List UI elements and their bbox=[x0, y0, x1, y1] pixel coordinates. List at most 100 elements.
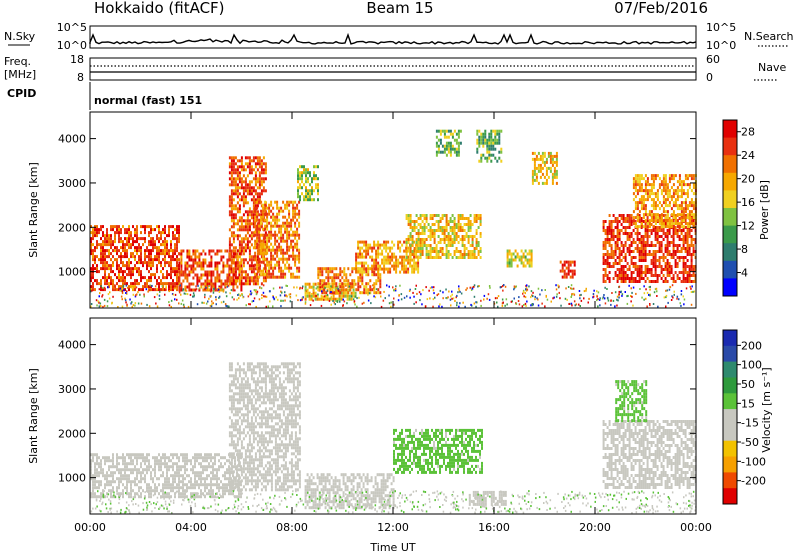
colorbar-tick-label: 15 bbox=[741, 397, 755, 410]
power-echo-region bbox=[476, 129, 503, 163]
y-tick-label: 4000 bbox=[58, 133, 86, 146]
colorbar-swatch bbox=[723, 472, 737, 489]
colorbar-swatch bbox=[723, 190, 737, 209]
colorbar-tick-label: -100 bbox=[741, 455, 766, 468]
date-title: 07/Feb/2016 bbox=[614, 0, 708, 17]
power-echo-region bbox=[559, 260, 576, 279]
colorbar-tick-label: 12 bbox=[741, 220, 755, 233]
velocity-x-axis: 00:00 04:00 08:00 12:00 16:00 20:00 00:00 bbox=[74, 318, 712, 534]
power-y-axis: 1000 2000 3000 4000 bbox=[58, 133, 696, 279]
velocity-heatmap bbox=[90, 362, 697, 514]
noise-panel bbox=[89, 25, 697, 49]
velocity-echo-region bbox=[615, 380, 648, 423]
noise-right-tick-bottom: 10^0 bbox=[706, 39, 736, 52]
velocity-y-axis: 1000 2000 3000 4000 bbox=[58, 339, 696, 485]
colorbar-tick-label: 28 bbox=[741, 126, 755, 139]
y-tick-label: 1000 bbox=[58, 266, 86, 279]
power-echo-region bbox=[602, 214, 697, 283]
noise-left-tick-top: 10^5 bbox=[57, 21, 87, 34]
power-y-label: Slant Range [km] bbox=[27, 162, 40, 258]
y-tick-label: 1000 bbox=[58, 472, 86, 485]
colorbar-tick-label: 4 bbox=[741, 267, 748, 280]
power-x-axis bbox=[89, 112, 697, 308]
beam-title: Beam 15 bbox=[366, 0, 433, 17]
velocity-colorbar-label: Velocity [m s⁻¹] bbox=[760, 367, 773, 452]
colorbar-swatch bbox=[723, 208, 737, 227]
x-tick-label: 16:00 bbox=[478, 521, 510, 534]
power-echo-region bbox=[355, 240, 420, 274]
colorbar-tick-label: 16 bbox=[741, 196, 755, 209]
x-tick-label: 04:00 bbox=[175, 521, 207, 534]
power-echo-region bbox=[435, 129, 462, 157]
colorbar-swatch bbox=[723, 172, 737, 191]
cpid-value: normal (fast) 151 bbox=[94, 94, 202, 107]
power-echo-region bbox=[90, 225, 180, 292]
colorbar-swatch bbox=[723, 345, 737, 363]
power-colorbar: 4 8 12 16 20 24 28 bbox=[722, 119, 755, 297]
colorbar-swatch bbox=[723, 155, 737, 174]
noise-sky-trace bbox=[89, 32, 697, 45]
y-tick-label: 3000 bbox=[58, 177, 86, 190]
velocity-echo-region bbox=[228, 362, 301, 492]
x-tick-label: 00:00 bbox=[680, 521, 712, 534]
colorbar-swatch bbox=[723, 488, 737, 505]
colorbar-swatch bbox=[723, 260, 737, 279]
colorbar-swatch bbox=[723, 137, 737, 156]
colorbar-frame bbox=[722, 119, 738, 297]
noise-right-tick-top: 10^5 bbox=[706, 21, 736, 34]
velocity-colorbar: 200 100 50 15 -15 -50 -100 -200 bbox=[722, 329, 766, 505]
velocity-y-label: Slant Range [km] bbox=[27, 368, 40, 464]
colorbar-frame bbox=[722, 329, 738, 505]
colorbar-swatch bbox=[723, 361, 737, 378]
freq-left-tick-bottom: 8 bbox=[77, 71, 84, 84]
velocity-echo-region bbox=[304, 473, 395, 510]
colorbar-tick-label: -200 bbox=[741, 475, 766, 488]
y-tick-label: 3000 bbox=[58, 383, 86, 396]
x-axis-label: Time UT bbox=[369, 541, 415, 554]
colorbar-swatch bbox=[723, 424, 737, 442]
colorbar-tick-label: 20 bbox=[741, 173, 755, 186]
noise-search-label: N.Search bbox=[744, 30, 794, 43]
colorbar-swatch bbox=[723, 278, 737, 297]
freq-label: Freq. bbox=[4, 55, 31, 68]
power-echo-region bbox=[297, 165, 319, 202]
noise-left-tick-bottom: 10^0 bbox=[57, 39, 87, 52]
power-echo-region bbox=[531, 151, 558, 185]
power-echo-region bbox=[506, 249, 533, 268]
power-echo-region bbox=[317, 267, 382, 295]
velocity-echo-region bbox=[602, 420, 697, 489]
colorbar-tick-label: 24 bbox=[741, 149, 755, 162]
colorbar-tick-label: -50 bbox=[741, 436, 759, 449]
station-title: Hokkaido (fitACF) bbox=[94, 0, 225, 17]
velocity-echo-region bbox=[393, 428, 483, 474]
velocity-echo-region bbox=[90, 453, 242, 499]
power-echo-region bbox=[178, 249, 243, 292]
colorbar-swatch bbox=[723, 440, 737, 457]
colorbar-swatch bbox=[723, 409, 737, 426]
nave-right-tick-top: 60 bbox=[706, 53, 720, 66]
nave-right-tick-bottom: 0 bbox=[706, 71, 713, 84]
colorbar-swatch bbox=[723, 243, 737, 262]
power-colorbar-label: Power [dB] bbox=[758, 180, 771, 240]
colorbar-swatch bbox=[723, 225, 737, 244]
cpid-label: CPID bbox=[7, 87, 36, 100]
colorbar-swatch bbox=[723, 456, 737, 473]
near-range-speckle bbox=[90, 490, 697, 514]
y-tick-label: 2000 bbox=[58, 427, 86, 440]
y-tick-label: 2000 bbox=[58, 221, 86, 234]
near-range-speckle bbox=[90, 284, 696, 308]
x-tick-label: 12:00 bbox=[377, 521, 409, 534]
x-tick-label: 00:00 bbox=[74, 521, 106, 534]
power-echo-region bbox=[405, 214, 482, 259]
power-panel: 1000 2000 3000 4000 Slant Range [km] 4 8 12 16… bbox=[27, 111, 771, 309]
x-tick-label: 08:00 bbox=[276, 521, 308, 534]
colorbar-swatch bbox=[723, 377, 737, 394]
colorbar-swatch bbox=[723, 393, 737, 410]
y-tick-label: 4000 bbox=[58, 339, 86, 352]
colorbar-swatch bbox=[723, 120, 737, 139]
colorbar-swatch bbox=[723, 330, 737, 347]
freq-unit-label: [MHz] bbox=[4, 68, 36, 81]
velocity-panel: 1000 2000 3000 4000 00:00 04:00 08:00 12:00 16:… bbox=[27, 317, 773, 534]
colorbar-tick-label: 100 bbox=[741, 359, 762, 372]
